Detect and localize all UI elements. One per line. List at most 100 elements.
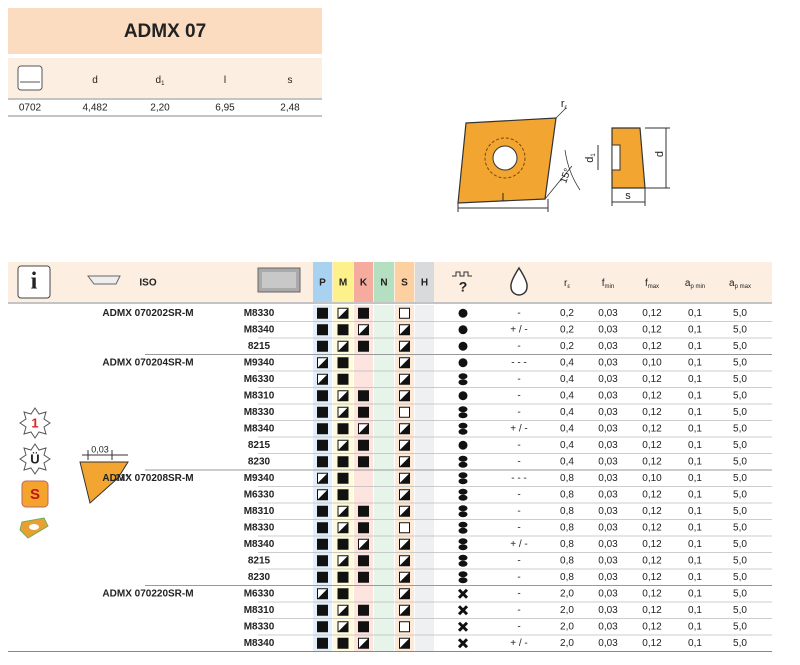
grade-symbol xyxy=(338,308,348,319)
material-label: M xyxy=(339,278,347,289)
param-value: 0,1 xyxy=(688,621,702,632)
param-value: 0,10 xyxy=(642,473,662,484)
param-value: 0,1 xyxy=(688,374,702,385)
grade-symbol xyxy=(317,604,328,616)
drawing-label: d xyxy=(654,151,666,157)
material-header xyxy=(395,262,414,302)
param-value: 0,12 xyxy=(642,407,662,418)
param-value: 0,03 xyxy=(598,390,618,401)
chipbreaker-symbol xyxy=(458,412,468,419)
grade-symbol xyxy=(399,621,410,633)
grade-symbol xyxy=(338,506,348,517)
param-value: 2,0 xyxy=(560,638,574,649)
param-value: 2,0 xyxy=(560,621,574,632)
grade-symbol xyxy=(358,423,369,434)
grade: M8330 xyxy=(244,522,275,533)
chipbreaker-symbol xyxy=(458,358,468,368)
param-value: 0,03 xyxy=(598,539,618,550)
param-value: 5,0 xyxy=(733,390,747,401)
param-value: 0,1 xyxy=(688,506,702,517)
param-value: 0,03 xyxy=(598,506,618,517)
param-value: 0,12 xyxy=(642,638,662,649)
param-header-main: a xyxy=(685,278,691,289)
grade-symbol xyxy=(399,374,410,385)
param-value: 0,1 xyxy=(688,572,702,583)
param-value: 0,03 xyxy=(598,423,618,434)
param-value: 5,0 xyxy=(733,638,747,649)
grade-symbol xyxy=(317,522,328,534)
grade-symbol xyxy=(317,439,328,451)
grade-symbol xyxy=(399,390,410,401)
param-value: 5,0 xyxy=(733,555,747,566)
material-column xyxy=(415,305,434,652)
iso-code: ADMX 070208SR-M xyxy=(102,473,193,484)
grade-symbol xyxy=(399,473,410,484)
grade-symbol xyxy=(338,390,348,401)
dim-cell: 4,482 xyxy=(82,103,107,114)
grade-symbol xyxy=(337,489,349,501)
param-value: 5,0 xyxy=(733,621,747,632)
param-value: 0,03 xyxy=(598,324,618,335)
param-header-main: f xyxy=(645,278,648,289)
drawing-label: d1 xyxy=(584,153,597,163)
param-value: 0,8 xyxy=(560,506,574,517)
grade-symbol xyxy=(317,505,328,517)
grade-symbol xyxy=(337,472,349,484)
grade-symbol xyxy=(358,390,369,402)
param-value: 0,03 xyxy=(598,638,618,649)
grade: M8330 xyxy=(244,621,275,632)
grade: M6330 xyxy=(244,374,275,385)
chipbreaker-symbol xyxy=(458,560,468,567)
param-header: fmax xyxy=(645,278,659,290)
grade-symbol xyxy=(337,357,349,369)
param-header-sub: min xyxy=(605,284,615,290)
grade: 8215 xyxy=(248,555,271,566)
chipbreaker-symbol xyxy=(458,406,468,413)
grade-symbol xyxy=(358,505,369,517)
drawing-label-main: d xyxy=(584,157,596,163)
param-value: 0,03 xyxy=(598,473,618,484)
grade: M8310 xyxy=(244,390,275,401)
material-column xyxy=(354,305,373,652)
grade-symbol xyxy=(317,588,328,599)
dim-header-main: l xyxy=(224,75,226,86)
grade-symbol xyxy=(317,390,328,402)
param-value: 0,12 xyxy=(642,572,662,583)
grade: M9340 xyxy=(244,357,275,368)
grade-symbol xyxy=(358,539,369,550)
grade-symbol xyxy=(317,621,328,633)
grade-symbol xyxy=(317,555,328,567)
grade-symbol xyxy=(338,605,348,616)
param-value: 0,8 xyxy=(560,473,574,484)
param-value: 0,03 xyxy=(598,374,618,385)
coolant: - xyxy=(517,341,520,352)
material-label: P xyxy=(319,278,326,289)
param-value: 0,4 xyxy=(560,440,574,451)
iso-header: ISO xyxy=(139,278,156,289)
side-icons: 1 Ü S xyxy=(19,407,51,539)
iso-code: ADMX 070204SR-M xyxy=(102,357,193,368)
param-header-main: r xyxy=(564,278,568,289)
chipbreaker-symbol xyxy=(458,455,468,462)
param-value: 0,10 xyxy=(642,357,662,368)
param-value: 0,12 xyxy=(642,308,662,319)
material-header xyxy=(374,262,394,302)
param-value: 0,8 xyxy=(560,539,574,550)
chipbreaker-symbol xyxy=(458,440,468,450)
param-value: 0,1 xyxy=(688,357,702,368)
chipbreaker-symbol xyxy=(458,308,468,318)
param-value: 5,0 xyxy=(733,423,747,434)
chipbreaker-symbol xyxy=(458,422,468,429)
svg-text:Ü: Ü xyxy=(30,451,39,466)
dim-header-main: d xyxy=(156,75,162,86)
param-value: 0,03 xyxy=(598,555,618,566)
chipbreaker-symbol xyxy=(457,605,469,616)
grade-symbol xyxy=(317,423,328,435)
param-value: 0,12 xyxy=(642,621,662,632)
coolant: - - - xyxy=(511,357,527,368)
info-icon: i xyxy=(31,269,38,295)
param-value: 0,03 xyxy=(598,621,618,632)
svg-text:S: S xyxy=(30,486,40,503)
chipbreaker-symbol xyxy=(458,488,468,495)
